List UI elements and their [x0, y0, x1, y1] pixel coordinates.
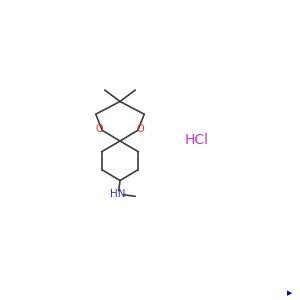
- Text: ▶: ▶: [287, 290, 292, 296]
- Text: HCl: HCl: [184, 133, 208, 146]
- Text: O: O: [136, 124, 144, 134]
- Text: O: O: [96, 124, 103, 134]
- Text: HN: HN: [110, 189, 125, 199]
